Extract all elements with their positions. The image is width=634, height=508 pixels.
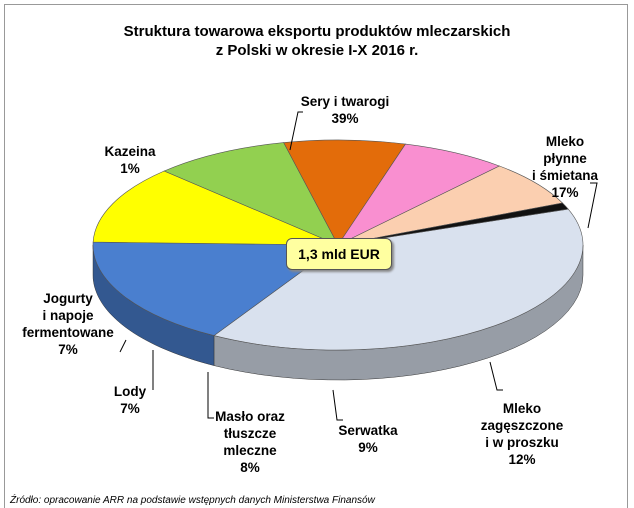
data-label: Mleko zagęszczone i w proszku 12% <box>481 400 564 468</box>
label-value: 17% <box>551 185 579 200</box>
slice <box>92 170 339 246</box>
label-name: Mleko zagęszczone i w proszku <box>480 401 564 450</box>
slice-side-shade <box>93 245 214 366</box>
pie-slices <box>92 139 584 351</box>
label-name: Serwatka <box>338 423 398 438</box>
label-value: 12% <box>508 452 536 467</box>
slice <box>283 139 407 246</box>
label-name: Mleko płynne i śmietana <box>531 134 599 183</box>
data-label: Kazeina 1% <box>104 143 155 177</box>
leader-line <box>289 111 303 151</box>
slice <box>337 165 564 246</box>
label-name: Sery i twarogi <box>300 94 390 109</box>
slice-side-shade <box>214 245 583 380</box>
slice <box>163 142 339 246</box>
source-note: Źródło: opracowanie ARR na podstawie wst… <box>10 495 375 506</box>
label-value: 1% <box>120 161 140 176</box>
label-value: 9% <box>358 440 378 455</box>
label-value: 39% <box>331 111 359 126</box>
leader-line <box>332 389 343 421</box>
chart-frame <box>4 4 628 508</box>
leader-line <box>489 361 503 391</box>
leader-line <box>207 372 214 419</box>
data-label: Jogurty i napoje fermentowane 7% <box>22 290 114 358</box>
chart-title: Struktura towarowa eksportu produktów ml… <box>123 23 511 59</box>
center-label: 1,3 mld EUR <box>286 238 392 270</box>
label-name: Masło oraz tłuszcze mleczne <box>215 409 285 458</box>
data-label: Lody 7% <box>114 383 146 417</box>
label-value: 8% <box>240 460 260 475</box>
slice <box>92 241 339 336</box>
label-value: 7% <box>120 401 140 416</box>
slice <box>213 208 584 351</box>
data-label: Sery i twarogi 39% <box>301 93 390 127</box>
label-value: 7% <box>58 342 78 357</box>
label-name: Jogurty i napoje fermentowane <box>22 291 114 340</box>
label-name: Kazeina <box>104 144 156 159</box>
data-label: Mleko płynne i śmietana 17% <box>531 133 600 201</box>
slice <box>337 202 569 246</box>
leader-lines <box>119 111 598 421</box>
leader-line <box>119 339 127 353</box>
data-label: Masło oraz tłuszcze mleczne 8% <box>215 408 285 476</box>
data-label: Serwatka 9% <box>338 422 397 456</box>
slice <box>337 143 501 246</box>
leader-line <box>587 182 598 229</box>
label-name: Lody <box>113 384 147 399</box>
